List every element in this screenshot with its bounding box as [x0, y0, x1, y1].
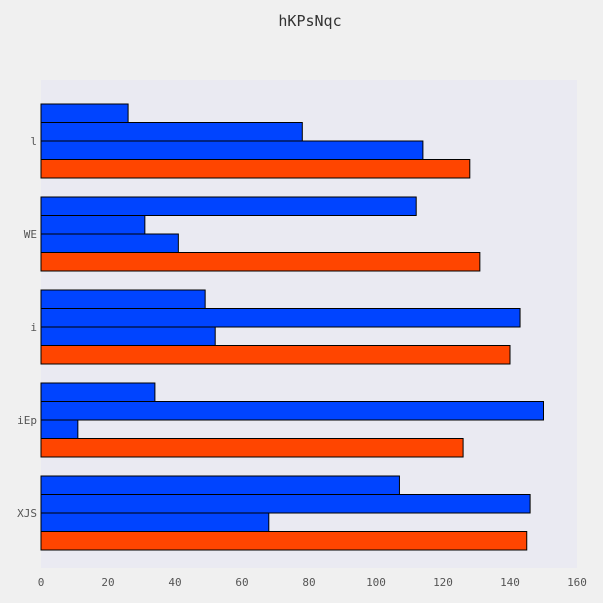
bar-i-series-2 — [40, 308, 521, 328]
bar-WE-series-4 — [40, 252, 481, 272]
bar-l-series-3 — [40, 140, 424, 160]
bar-XJS-series-4 — [40, 531, 528, 551]
x-tick-label: 40 — [168, 576, 181, 589]
y-tick-label: WE — [24, 228, 37, 241]
bar-i-series-1 — [40, 289, 206, 309]
y-tick-label: i — [30, 321, 37, 334]
x-tick-label: 80 — [302, 576, 315, 589]
y-tick-labels: l WE i iEp XJS — [17, 135, 37, 520]
bar-i-series-4 — [40, 345, 511, 365]
x-tick-label: 60 — [235, 576, 248, 589]
x-tick-label: 0 — [38, 576, 45, 589]
bar-WE-series-3 — [40, 233, 179, 253]
x-tick-label: 20 — [101, 576, 114, 589]
bar-XJS-series-2 — [40, 494, 531, 514]
bar-WE-series-2 — [40, 215, 146, 235]
bar-l-series-2 — [40, 122, 303, 142]
x-tick-label: 120 — [433, 576, 453, 589]
x-tick-labels: 0 20 40 60 80 100 120 140 160 — [38, 576, 587, 589]
y-tick-label: iEp — [17, 414, 37, 427]
bar-iEp-series-2 — [40, 401, 544, 421]
chart-title: hKPsNqc — [278, 12, 341, 30]
bar-XJS-series-1 — [40, 475, 400, 495]
y-tick-label: XJS — [17, 507, 37, 520]
bar-iEp-series-1 — [40, 382, 156, 402]
x-tick-label: 160 — [567, 576, 587, 589]
bar-iEp-series-3 — [40, 419, 79, 439]
bar-l-series-1 — [40, 103, 129, 123]
x-tick-label: 140 — [500, 576, 520, 589]
y-tick-label: l — [30, 135, 37, 148]
bar-i-series-3 — [40, 326, 216, 346]
bar-WE-series-1 — [40, 196, 417, 216]
bar-iEp-series-4 — [40, 438, 464, 458]
bar-l-series-4 — [40, 159, 471, 179]
x-tick-label: 100 — [366, 576, 386, 589]
bar-XJS-series-3 — [40, 512, 270, 532]
bars-group — [40, 103, 544, 551]
